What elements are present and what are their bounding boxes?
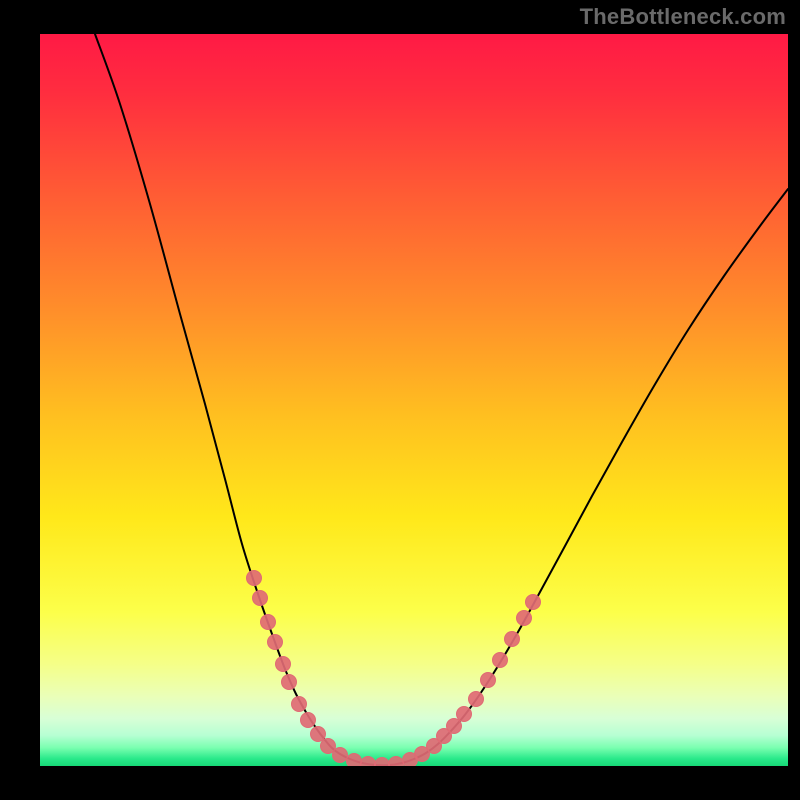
watermark-text: TheBottleneck.com [580, 4, 786, 30]
data-marker [261, 615, 276, 630]
data-marker [292, 697, 307, 712]
data-marker [268, 635, 283, 650]
data-marker [493, 653, 508, 668]
data-marker [333, 748, 348, 763]
data-marker [253, 591, 268, 606]
curve-layer [40, 34, 788, 766]
plot-area [40, 34, 788, 766]
data-marker [447, 719, 462, 734]
data-marker [457, 707, 472, 722]
chart-frame: TheBottleneck.com [0, 0, 800, 800]
data-marker [375, 758, 390, 767]
bottleneck-curve [95, 34, 788, 765]
data-marker [347, 754, 362, 767]
data-marker [282, 675, 297, 690]
data-marker [311, 727, 326, 742]
data-marker [526, 595, 541, 610]
data-marker [301, 713, 316, 728]
data-marker [481, 673, 496, 688]
data-marker [469, 692, 484, 707]
data-marker [247, 571, 262, 586]
data-marker [517, 611, 532, 626]
data-marker [276, 657, 291, 672]
data-marker [505, 632, 520, 647]
data-marker [389, 757, 404, 767]
data-marker [361, 757, 376, 767]
